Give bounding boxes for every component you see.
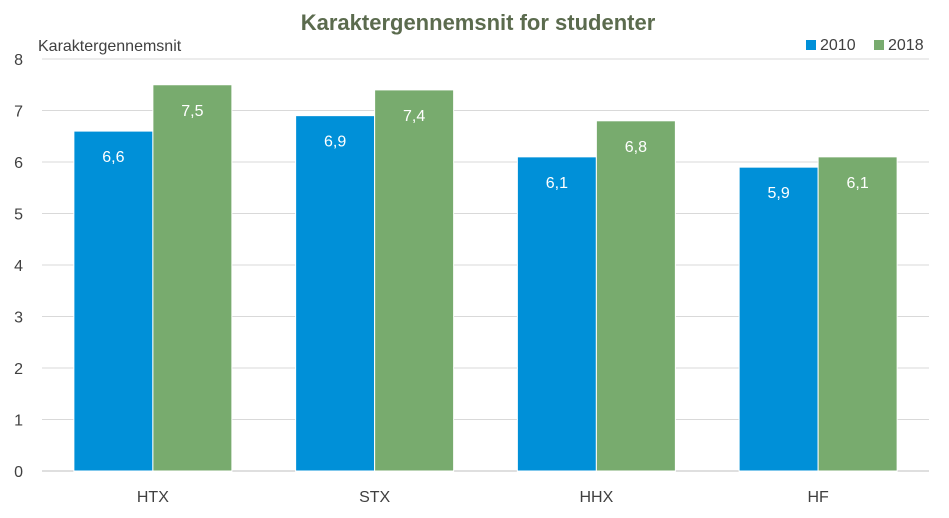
bar-hf-2018 — [817, 156, 898, 472]
bar-stx-2018 — [374, 89, 455, 472]
legend: 2010 2018 — [806, 37, 924, 54]
data-label: 6,1 — [847, 175, 869, 192]
data-label: 6,8 — [625, 139, 647, 156]
legend-label: 2018 — [888, 37, 924, 54]
y-tick-label: 2 — [14, 361, 23, 378]
x-tick-label: HTX — [137, 489, 169, 506]
bar-hf-2010 — [738, 166, 819, 472]
data-label: 6,6 — [102, 149, 124, 166]
y-tick-label: 5 — [14, 207, 23, 224]
legend-swatch-2018 — [874, 40, 884, 50]
y-tick-label: 6 — [14, 155, 23, 172]
y-tick-label: 7 — [14, 104, 23, 121]
x-axis-ticks: HTX STX HHX HF — [137, 489, 829, 506]
data-label: 7,5 — [181, 103, 203, 120]
legend-label: 2010 — [820, 37, 856, 54]
x-tick-label: STX — [359, 489, 390, 506]
y-tick-label: 4 — [14, 258, 23, 275]
data-label: 7,4 — [403, 108, 425, 125]
y-axis-label: Karaktergennemsnit — [38, 38, 182, 55]
bar-htx-2018 — [152, 84, 233, 472]
y-axis-ticks: 0 1 2 3 4 5 6 7 8 — [14, 52, 23, 481]
y-tick-label: 3 — [14, 310, 23, 327]
data-labels: 6,6 7,5 6,9 7,4 6,1 6,8 5,9 6,1 — [102, 103, 869, 202]
bar-htx-2010 — [73, 130, 154, 472]
y-tick-label: 8 — [14, 52, 23, 69]
x-tick-label: HF — [807, 489, 829, 506]
bars — [73, 84, 898, 472]
chart-title: Karaktergennemsnit for studenter — [301, 10, 656, 35]
bar-hhx-2018 — [595, 120, 676, 472]
data-label: 6,9 — [324, 134, 346, 151]
data-label: 6,1 — [546, 175, 568, 192]
bar-stx-2010 — [295, 115, 376, 472]
data-label: 5,9 — [768, 185, 790, 202]
bar-hhx-2010 — [516, 156, 597, 472]
y-tick-label: 0 — [14, 464, 23, 481]
y-tick-label: 1 — [14, 413, 23, 430]
x-tick-label: HHX — [579, 489, 613, 506]
legend-swatch-2010 — [806, 40, 816, 50]
